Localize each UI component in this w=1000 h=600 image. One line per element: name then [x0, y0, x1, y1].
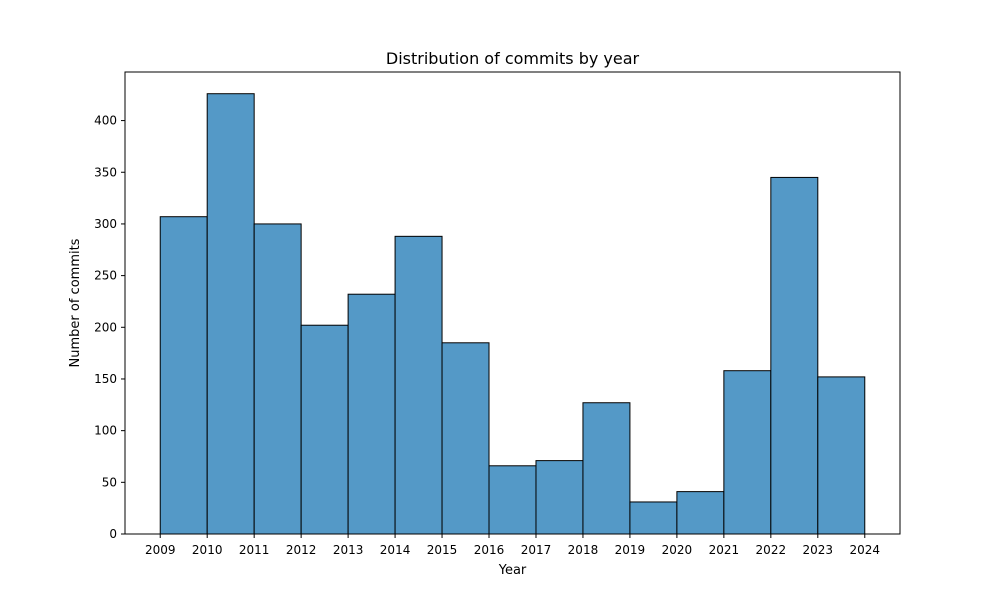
x-axis-label: Year [498, 563, 527, 578]
x-tick-label: 2011 [239, 543, 270, 557]
histogram-bar-2015 [441, 342, 490, 535]
x-tick-label: 2020 [662, 543, 693, 557]
bars-layer [159, 93, 866, 535]
y-tick-label: 0 [109, 527, 117, 541]
y-tick-label: 50 [102, 475, 117, 489]
histogram-bar-2021 [723, 370, 772, 535]
histogram-bar-2017 [535, 460, 584, 535]
x-tick-label: 2019 [615, 543, 646, 557]
y-axis-label: Number of commits [68, 238, 83, 367]
x-tick-label: 2012 [286, 543, 317, 557]
y-tick-label: 100 [94, 424, 117, 438]
x-tick-label: 2016 [474, 543, 505, 557]
x-tick-label: 2013 [333, 543, 364, 557]
histogram-bar-2020 [676, 491, 725, 535]
y-tick-label: 350 [94, 165, 117, 179]
histogram-bar-2019 [629, 501, 678, 535]
y-tick-label: 250 [94, 269, 117, 283]
x-tick-label: 2021 [709, 543, 740, 557]
histogram-bar-2009 [159, 216, 208, 535]
x-tick-label: 2009 [145, 543, 176, 557]
histogram-bar-2022 [770, 176, 819, 535]
histogram-bar-2012 [300, 324, 349, 535]
x-tick-label: 2010 [192, 543, 223, 557]
histogram-bar-2010 [206, 93, 255, 535]
histogram-bar-2011 [253, 223, 302, 535]
y-tick-label: 400 [94, 114, 117, 128]
x-tick-label: 2014 [380, 543, 411, 557]
x-tick-label: 2015 [427, 543, 458, 557]
x-axis-ticks: 2009 2010 2011 2012 2013 2014 2015 2016 2017 2018… [145, 534, 880, 557]
histogram-bar-2016 [488, 465, 537, 535]
y-tick-label: 150 [94, 372, 117, 386]
histogram-bar-2014 [394, 235, 443, 535]
x-tick-label: 2018 [568, 543, 599, 557]
x-tick-label: 2022 [756, 543, 787, 557]
chart-title: Distribution of commits by year [386, 49, 640, 68]
histogram-bar-2023 [817, 376, 866, 535]
x-tick-label: 2023 [803, 543, 834, 557]
y-tick-label: 300 [94, 217, 117, 231]
plot-frame [124, 71, 901, 535]
x-tick-label: 2017 [521, 543, 552, 557]
y-tick-label: 200 [94, 320, 117, 334]
x-tick-label: 2024 [849, 543, 880, 557]
y-axis-ticks: 0 50 100 150 200 250 300 350 400 [94, 114, 125, 541]
histogram-bar-2018 [582, 402, 631, 535]
histogram-bar-2013 [347, 293, 396, 535]
